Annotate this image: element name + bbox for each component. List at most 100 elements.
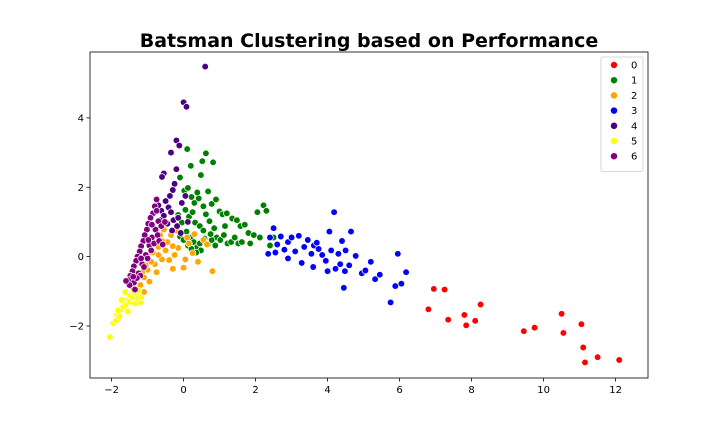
data-point: [170, 251, 179, 259]
data-point: [397, 280, 406, 288]
data-point: [241, 221, 249, 229]
legend-label: 0: [631, 61, 637, 72]
data-point: [106, 333, 114, 341]
data-point: [209, 158, 217, 166]
data-point: [277, 232, 285, 241]
x-tick-label: 8: [468, 385, 474, 396]
legend-marker: [610, 152, 618, 161]
x-tick-label: 6: [396, 385, 402, 396]
data-point: [284, 254, 292, 263]
data-point: [287, 233, 296, 242]
data-point: [331, 265, 340, 273]
data-point: [295, 232, 303, 240]
data-point: [140, 263, 148, 271]
plot-area: [89, 51, 649, 379]
data-point: [170, 180, 179, 188]
data-point: [402, 268, 410, 276]
data-point: [174, 214, 182, 222]
data-point: [169, 265, 177, 273]
data-point: [114, 306, 122, 315]
legend-label: 2: [631, 91, 637, 102]
data-point: [181, 206, 190, 214]
data-point: [221, 222, 229, 230]
data-point: [304, 236, 312, 244]
data-point: [188, 249, 197, 257]
data-point: [216, 236, 224, 244]
data-point: [167, 148, 175, 157]
legend-label: 3: [631, 106, 637, 117]
data-point: [184, 218, 192, 226]
series-3: [264, 208, 410, 307]
x-tick-label: −2: [104, 385, 119, 396]
data-point: [187, 162, 195, 170]
data-point: [579, 343, 587, 352]
data-point: [341, 267, 349, 275]
data-point: [168, 226, 176, 235]
data-point: [152, 268, 161, 276]
data-point: [264, 250, 272, 258]
data-point: [269, 224, 278, 232]
data-point: [291, 247, 299, 256]
legend-marker: [610, 137, 618, 145]
data-point: [330, 208, 338, 216]
data-point: [144, 236, 152, 244]
data-point: [197, 171, 205, 179]
data-point: [154, 231, 162, 239]
data-point: [167, 208, 175, 216]
data-point: [256, 233, 264, 242]
data-point: [367, 258, 375, 266]
data-point: [152, 207, 161, 215]
data-point: [158, 173, 166, 181]
y-tick-label: 4: [78, 113, 84, 124]
data-point: [352, 252, 360, 260]
data-point: [577, 320, 586, 328]
data-point: [300, 243, 308, 251]
data-point: [166, 192, 174, 200]
data-point: [593, 353, 602, 361]
data-point: [145, 277, 154, 286]
data-point: [253, 208, 262, 216]
data-point: [212, 195, 220, 204]
data-point: [345, 261, 353, 269]
x-tick-label: 2: [252, 385, 258, 396]
data-point: [471, 317, 479, 325]
data-point: [176, 173, 184, 182]
y-tick-label: 0: [78, 252, 84, 263]
data-point: [391, 282, 399, 290]
legend-marker: [610, 106, 618, 115]
data-point: [202, 210, 210, 218]
data-point: [266, 241, 274, 250]
data-point: [178, 199, 186, 207]
data-point: [172, 165, 181, 173]
legend-marker: [610, 76, 618, 85]
data-point: [152, 195, 161, 204]
data-point: [313, 239, 321, 247]
data-point: [314, 245, 323, 253]
data-point: [440, 285, 449, 294]
data-point: [273, 240, 281, 249]
data-point: [118, 296, 126, 304]
y-tick-label: −2: [69, 321, 84, 332]
legend-marker: [610, 91, 618, 100]
data-point: [181, 192, 190, 200]
data-point: [161, 218, 169, 226]
data-point: [238, 238, 246, 246]
data-point: [615, 356, 623, 364]
data-point: [394, 250, 402, 258]
data-point: [165, 256, 173, 264]
data-point: [307, 250, 316, 258]
data-point: [202, 149, 210, 157]
data-point: [206, 230, 215, 238]
chart-title: Batsman Clustering based on Performance: [140, 30, 599, 52]
legend-item: 1: [610, 76, 637, 87]
data-point: [323, 267, 332, 275]
legend-label: 1: [631, 76, 637, 87]
data-point: [298, 259, 306, 267]
data-point: [124, 307, 132, 316]
data-point: [460, 311, 469, 319]
data-point: [115, 312, 124, 320]
data-point: [327, 246, 335, 255]
data-point: [340, 284, 348, 292]
legend-item: 4: [610, 121, 637, 132]
legend-item: 3: [610, 106, 637, 117]
